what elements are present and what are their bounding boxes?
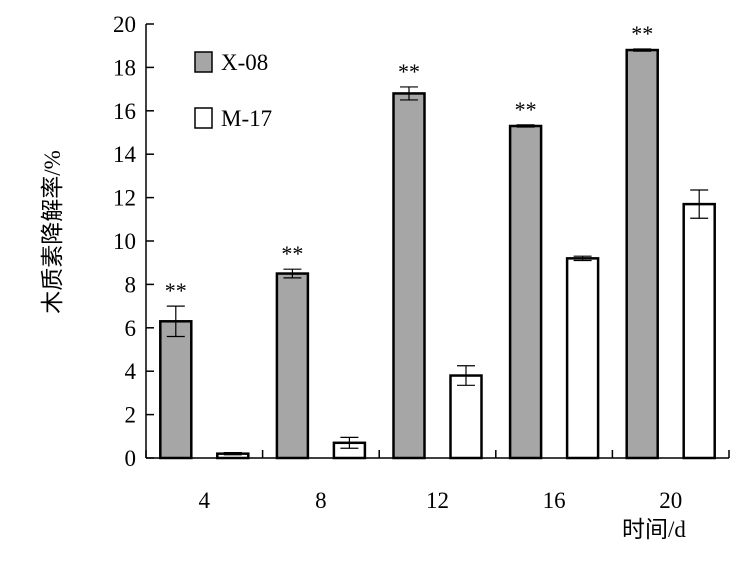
bar-m-17: [682, 202, 716, 460]
y-tick-label: 4: [125, 359, 137, 384]
bar-x-08: [392, 92, 426, 460]
y-tick-label: 14: [113, 142, 137, 167]
significance-annotations: ** ** ** ** **: [165, 21, 653, 303]
legend: X-08 M-17: [194, 50, 272, 131]
y-axis-label: 木质素降解率/%: [40, 150, 65, 314]
bar-m-17: [449, 374, 483, 460]
x-tick-label: 20: [659, 488, 682, 513]
x-axis-label: 时间/d: [622, 517, 686, 542]
y-tick-label: 12: [113, 186, 136, 211]
bar-x-08: [275, 272, 310, 460]
bar-x-08: [159, 320, 193, 460]
y-tick-label: 8: [125, 272, 137, 297]
y-tick-label: 18: [113, 55, 136, 80]
x-axis-ticks: 4 8 12 16 20: [145, 450, 730, 513]
significance-marker: **: [515, 97, 537, 122]
y-tick-label: 20: [113, 12, 136, 37]
y-tick-label: 16: [113, 99, 136, 124]
legend-swatch-x08: [194, 51, 213, 73]
significance-marker: **: [281, 241, 303, 266]
axes: [145, 24, 729, 459]
significance-marker: **: [165, 278, 187, 303]
x-tick-label: 4: [199, 488, 211, 513]
significance-marker: **: [631, 21, 653, 46]
error-bars: [166, 48, 709, 456]
bar-x-08: [625, 48, 659, 460]
significance-marker: **: [398, 59, 420, 84]
x-tick-label: 8: [315, 488, 327, 513]
legend-label-x08: X-08: [221, 50, 268, 75]
bar-m-17: [565, 257, 600, 460]
bar-x-08: [508, 124, 543, 460]
y-axis-ticks: 0 2 4 6 8 10 12 14 16 18 20: [113, 12, 154, 471]
y-tick-label: 0: [125, 446, 137, 471]
x-tick-label: 16: [543, 488, 566, 513]
y-tick-label: 2: [125, 403, 137, 428]
x-tick-label: 12: [426, 488, 449, 513]
y-tick-label: 10: [113, 229, 136, 254]
legend-swatch-m17: [194, 107, 213, 129]
legend-label-m17: M-17: [221, 106, 272, 131]
y-tick-label: 6: [125, 316, 137, 341]
